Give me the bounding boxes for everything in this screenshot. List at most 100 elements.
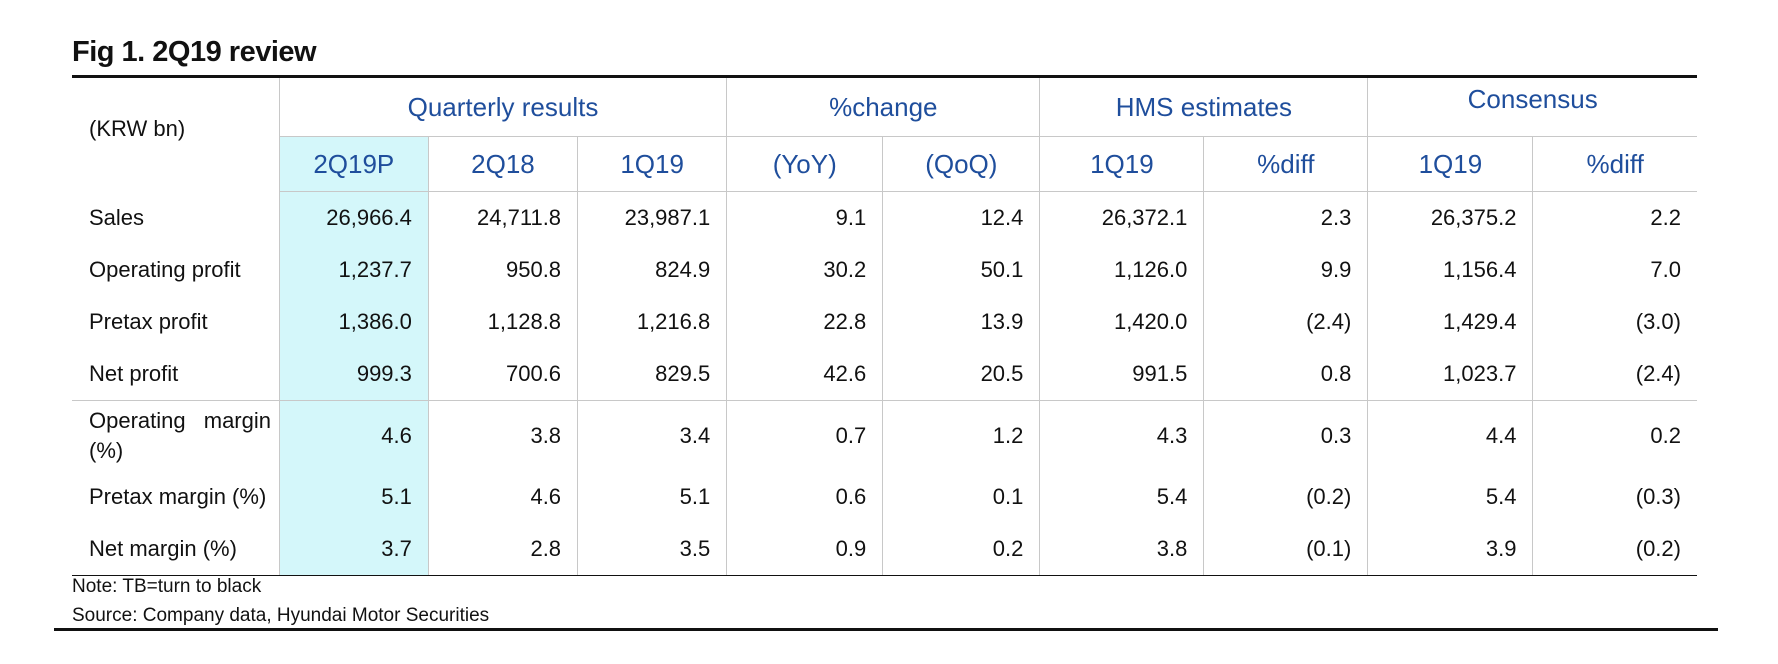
column-header-yoy: (YoY)	[726, 136, 883, 192]
bottom-rule	[54, 628, 1718, 631]
table-row: Sales 26,966.4 24,711.8 23,987.1 9.1 12.…	[72, 191, 1697, 244]
table-cell: 0.8	[1203, 348, 1368, 401]
review-table: (KRW bn) Quarterly results %change HMS e…	[72, 78, 1697, 576]
table-cell: 1,386.0	[278, 296, 429, 348]
table-cell: (3.0)	[1532, 296, 1697, 348]
table-cell: 23,987.1	[577, 191, 727, 244]
group-header-quarterly-results: Quarterly results	[278, 78, 727, 137]
table-cell: 26,375.2	[1367, 191, 1533, 244]
table-cell: 3.7	[278, 523, 429, 576]
column-header-1q19: 1Q19	[577, 136, 727, 192]
column-header-consensus-diff: %diff	[1532, 136, 1697, 192]
table-cell: 9.9	[1203, 244, 1368, 296]
column-header-consensus-1q19: 1Q19	[1367, 136, 1533, 192]
table-cell: 1,128.8	[427, 296, 578, 348]
row-label: Pretax profit	[89, 309, 208, 334]
table-cell: 22.8	[726, 296, 883, 348]
table-row: Operating profit 1,237.7 950.8 824.9 30.…	[72, 244, 1697, 296]
row-label: Net margin (%)	[72, 523, 280, 576]
note-text: Note: TB=turn to black	[72, 576, 262, 597]
row-label-word: margin	[203, 408, 271, 433]
table-cell: (0.1)	[1203, 523, 1368, 576]
table-cell: 20.5	[882, 348, 1040, 401]
table-cell: 1,023.7	[1367, 348, 1533, 401]
table-cell: (2.4)	[1532, 348, 1697, 401]
header-group-row: (KRW bn) Quarterly results %change HMS e…	[72, 78, 1697, 141]
table-cell: 3.4	[577, 400, 727, 471]
row-label: Pretax margin (%)	[89, 484, 267, 509]
table-cell: 7.0	[1532, 244, 1697, 296]
table-cell: 4.4	[1367, 400, 1533, 471]
header-column-row: 2Q19P 2Q18 1Q19 (YoY) (QoQ) 1Q19 %diff 1…	[72, 136, 1697, 192]
table-cell: 42.6	[726, 348, 883, 401]
table-cell: 1,156.4	[1367, 244, 1533, 296]
table-cell: 0.3	[1203, 400, 1368, 471]
table-cell: 950.8	[427, 244, 578, 296]
table-cell: 30.2	[726, 244, 883, 296]
table-cell: 5.4	[1367, 471, 1533, 523]
table-cell: 700.6	[427, 348, 578, 401]
table-cell: (0.3)	[1532, 471, 1697, 523]
table-cell: 9.1	[726, 191, 883, 244]
table-cell: 3.8	[1039, 523, 1204, 576]
unit-label: (KRW bn)	[89, 116, 186, 141]
table-row: Net profit 999.3 700.6 829.5 42.6 20.5 9…	[72, 348, 1697, 401]
column-header-hms-diff: %diff	[1203, 136, 1368, 192]
table-cell: 3.8	[427, 400, 578, 471]
column-header-qoq: (QoQ)	[882, 136, 1040, 192]
group-header-hms-estimates: HMS estimates	[1039, 78, 1368, 137]
table-row: Pretax profit 1,386.0 1,128.8 1,216.8 22…	[72, 296, 1697, 348]
column-header-2q18: 2Q18	[427, 136, 578, 192]
table-cell: 5.1	[577, 471, 727, 523]
table-cell: 4.6	[278, 400, 429, 471]
table-row: Net margin (%) 3.7 2.8 3.5 0.9 0.2 3.8 (…	[72, 523, 1697, 576]
table-cell: (0.2)	[1532, 523, 1697, 576]
row-label: Net profit	[89, 361, 179, 386]
table-cell: 1.2	[882, 400, 1040, 471]
table-cell: 991.5	[1039, 348, 1204, 401]
footnotes: Note: TB=turn to black Source: Company d…	[72, 572, 489, 630]
row-label-line: (%)	[89, 438, 124, 463]
table-cell: 3.9	[1367, 523, 1533, 576]
table-cell: 26,966.4	[278, 191, 429, 244]
table-cell: 1,216.8	[577, 296, 727, 348]
column-header-hms-1q19: 1Q19	[1039, 136, 1204, 192]
review-table-container: (KRW bn) Quarterly results %change HMS e…	[72, 78, 1697, 576]
table-cell: 0.1	[882, 471, 1040, 523]
table-row: Operating margin (%) 4.6 3.8 3.4 0.7 1.2…	[72, 400, 1697, 471]
row-label: Operating profit	[89, 257, 241, 282]
table-cell: 5.1	[278, 471, 429, 523]
table-cell: 4.6	[427, 471, 578, 523]
table-cell: 1,420.0	[1039, 296, 1204, 348]
table-cell: 5.4	[1039, 471, 1204, 523]
figure-title: Fig 1. 2Q19 review	[72, 36, 317, 68]
group-header-consensus: Consensus	[1367, 78, 1697, 137]
row-label: Sales	[89, 204, 145, 230]
table-cell: (0.2)	[1203, 471, 1368, 523]
source-text: Source: Company data, Hyundai Motor Secu…	[72, 605, 490, 626]
table-cell: 0.2	[1532, 400, 1697, 471]
table-cell: 824.9	[577, 244, 727, 296]
table-cell: 12.4	[882, 191, 1040, 244]
table-cell: 0.2	[882, 523, 1040, 576]
table-cell: 1,429.4	[1367, 296, 1533, 348]
row-label-word: Operating	[89, 408, 186, 433]
table-cell: 0.7	[726, 400, 883, 471]
table-cell: 4.3	[1039, 400, 1204, 471]
table-row: Pretax margin (%) 5.1 4.6 5.1 0.6 0.1 5.…	[72, 471, 1697, 523]
row-label: Operating margin (%)	[72, 400, 280, 471]
table-cell: 999.3	[278, 348, 429, 401]
table-cell: 26,372.1	[1039, 191, 1204, 244]
table-cell: 829.5	[577, 348, 727, 401]
table-cell: 50.1	[882, 244, 1040, 296]
table-cell: 3.5	[577, 523, 727, 576]
table-cell: 13.9	[882, 296, 1040, 348]
table-cell: 24,711.8	[427, 191, 578, 244]
top-rule	[72, 75, 1697, 78]
column-header-2q19p: 2Q19P	[278, 136, 429, 192]
group-header-change: %change	[726, 78, 1040, 137]
table-cell: 0.9	[726, 523, 883, 576]
table-cell: 2.8	[427, 523, 578, 576]
table-cell: 1,126.0	[1039, 244, 1204, 296]
